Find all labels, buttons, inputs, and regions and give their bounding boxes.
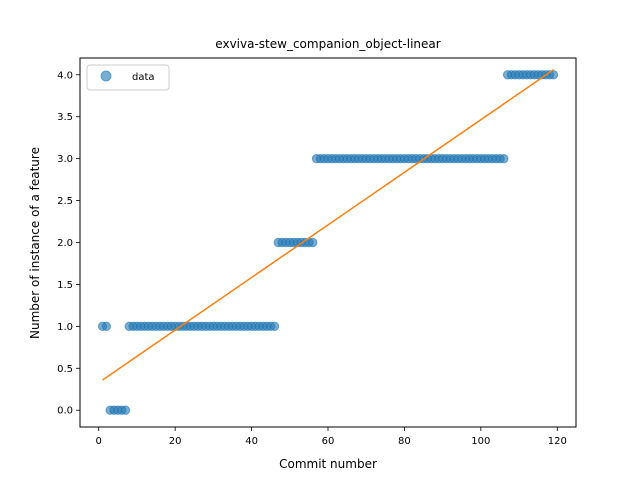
y-tick-label: 3.0 — [57, 154, 73, 165]
y-axis-label: Number of instance of a feature — [28, 147, 42, 339]
y-tick-label: 2.0 — [57, 238, 73, 249]
plot-area — [98, 70, 557, 415]
x-tick-label: 40 — [245, 436, 258, 447]
fit-line-layer — [103, 70, 554, 380]
y-tick-label: 1.5 — [57, 280, 73, 291]
y-tick-label: 2.5 — [57, 196, 73, 207]
legend-marker — [101, 71, 111, 81]
linear-fit-line — [103, 70, 554, 380]
x-axis-label: Commit number — [279, 457, 377, 471]
y-tick-label: 4.0 — [57, 70, 73, 81]
data-point — [309, 238, 317, 246]
legend: data — [87, 65, 169, 90]
plot-frame — [80, 58, 576, 427]
x-axis-ticks: 0 20 40 60 80 100 120 — [96, 427, 567, 447]
x-tick-label: 120 — [548, 436, 567, 447]
y-tick-label: 1.0 — [57, 322, 73, 333]
y-tick-label: 0.0 — [57, 406, 73, 417]
x-tick-label: 100 — [471, 436, 490, 447]
x-tick-label: 80 — [398, 436, 411, 447]
x-tick-label: 0 — [96, 436, 102, 447]
data-point — [102, 322, 110, 330]
legend-box — [87, 65, 169, 90]
x-tick-label: 60 — [322, 436, 335, 447]
y-tick-label: 3.5 — [57, 112, 73, 123]
data-point — [270, 322, 278, 330]
chart-title: exviva-stew_companion_object-linear — [215, 37, 440, 51]
y-tick-label: 0.5 — [57, 364, 73, 375]
data-point — [121, 406, 129, 414]
data-point — [500, 154, 508, 162]
legend-label-data: data — [132, 72, 155, 83]
data-points — [98, 71, 557, 415]
y-axis-ticks: 0.0 0.5 1.0 1.5 2.0 2.5 3.0 3.5 4.0 — [57, 70, 80, 416]
x-tick-label: 20 — [169, 436, 182, 447]
